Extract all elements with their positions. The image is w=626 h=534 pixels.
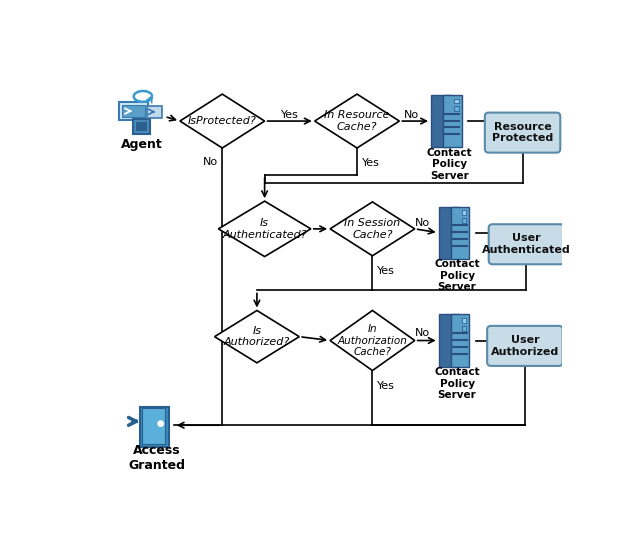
Text: Yes: Yes <box>377 266 395 276</box>
Text: In
Authorization
Cache?: In Authorization Cache? <box>337 324 408 357</box>
Polygon shape <box>180 94 265 148</box>
FancyBboxPatch shape <box>431 95 451 147</box>
Text: Contact
Policy
Server: Contact Policy Server <box>434 367 480 400</box>
Text: No: No <box>415 328 431 338</box>
FancyBboxPatch shape <box>461 326 466 331</box>
Text: No: No <box>404 110 419 120</box>
FancyBboxPatch shape <box>119 102 148 120</box>
Text: In Session
Cache?: In Session Cache? <box>344 218 401 240</box>
FancyBboxPatch shape <box>133 119 150 134</box>
Text: Agent: Agent <box>121 138 162 151</box>
FancyBboxPatch shape <box>122 105 145 117</box>
FancyBboxPatch shape <box>461 218 466 223</box>
FancyBboxPatch shape <box>454 106 458 111</box>
Polygon shape <box>315 94 399 148</box>
Text: No: No <box>415 218 431 227</box>
FancyBboxPatch shape <box>485 113 560 153</box>
FancyBboxPatch shape <box>443 95 461 147</box>
Text: Access
Granted: Access Granted <box>128 444 185 472</box>
Text: Yes: Yes <box>362 159 380 168</box>
FancyBboxPatch shape <box>140 407 169 447</box>
Polygon shape <box>330 202 415 256</box>
FancyBboxPatch shape <box>147 106 162 118</box>
FancyBboxPatch shape <box>136 122 147 131</box>
Polygon shape <box>215 310 299 363</box>
FancyBboxPatch shape <box>439 315 459 367</box>
Text: Contact
Policy
Server: Contact Policy Server <box>434 259 480 293</box>
Text: IsProtected?: IsProtected? <box>188 116 257 126</box>
Text: Yes: Yes <box>280 110 299 120</box>
FancyBboxPatch shape <box>461 318 466 323</box>
FancyBboxPatch shape <box>142 409 165 444</box>
FancyBboxPatch shape <box>451 207 470 259</box>
Text: User
Authenticated: User Authenticated <box>482 233 571 255</box>
FancyBboxPatch shape <box>461 210 466 215</box>
Text: Yes: Yes <box>377 381 395 391</box>
FancyBboxPatch shape <box>439 207 459 259</box>
Polygon shape <box>218 201 311 256</box>
Text: In Resource
Cache?: In Resource Cache? <box>324 110 390 132</box>
FancyBboxPatch shape <box>454 99 458 104</box>
FancyBboxPatch shape <box>487 326 563 366</box>
Text: User
Authorized: User Authorized <box>491 335 559 357</box>
Polygon shape <box>330 310 415 371</box>
Circle shape <box>158 421 163 426</box>
Text: Is
Authenticated?: Is Authenticated? <box>222 218 307 240</box>
Text: No: No <box>202 157 217 167</box>
FancyBboxPatch shape <box>451 315 470 367</box>
Text: Resource
Protected: Resource Protected <box>492 122 553 144</box>
FancyBboxPatch shape <box>489 224 564 264</box>
Text: Contact
Policy
Server: Contact Policy Server <box>426 147 472 181</box>
Text: Is
Authorized?: Is Authorized? <box>223 326 290 348</box>
